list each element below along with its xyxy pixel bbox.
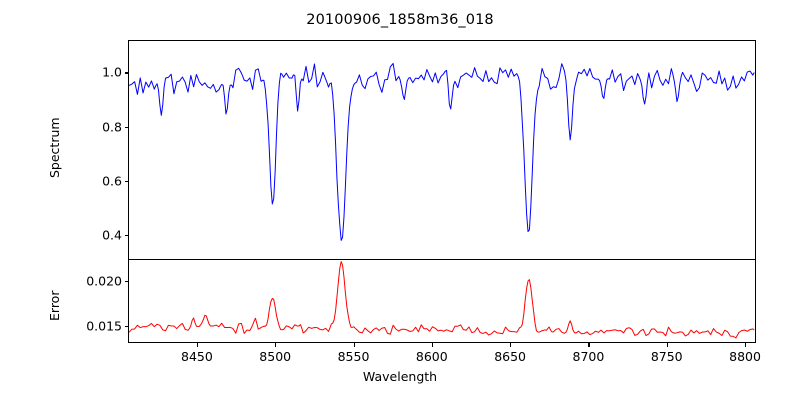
error-panel xyxy=(128,259,756,343)
spectrum-panel xyxy=(128,40,756,259)
error-plot-area xyxy=(129,260,755,342)
error-ytick-label: 0.020 xyxy=(86,273,122,289)
x-tick-mark xyxy=(745,343,747,347)
spectrum-plot-area xyxy=(129,41,755,259)
x-tick-mark xyxy=(275,343,277,347)
x-tick-mark xyxy=(510,343,512,347)
spectrum-ytick-mark xyxy=(124,126,128,128)
x-tick-mark xyxy=(588,343,590,347)
spectrum-ytick-mark xyxy=(124,234,128,236)
x-tick-label: 8600 xyxy=(415,349,448,364)
spectrum-ytick-label: 1.0 xyxy=(102,64,122,80)
error-ytick-mark xyxy=(124,281,128,283)
error-y-axis-label: Error xyxy=(47,290,62,321)
error-ytick-label: 0.015 xyxy=(86,318,122,334)
spectrum-ytick-label: 0.6 xyxy=(102,173,122,189)
x-tick-label: 8750 xyxy=(650,349,683,364)
error-ytick-mark xyxy=(124,326,128,328)
spectrum-y-axis-label: Spectrum xyxy=(47,117,62,178)
x-tick-mark xyxy=(353,343,355,347)
spectrum-ytick-mark xyxy=(124,180,128,182)
spectrum-ytick-label: 0.4 xyxy=(102,227,122,243)
spectrum-line xyxy=(129,63,754,240)
spectrum-ytick-mark xyxy=(124,72,128,74)
x-tick-label: 8650 xyxy=(494,349,527,364)
x-axis-label: Wavelength xyxy=(362,369,438,384)
x-tick-label: 8500 xyxy=(259,349,292,364)
x-tick-label: 8700 xyxy=(572,349,605,364)
x-tick-mark xyxy=(196,343,198,347)
x-tick-mark xyxy=(666,343,668,347)
x-tick-label: 8450 xyxy=(181,349,213,364)
x-tick-label: 8800 xyxy=(729,349,761,364)
x-tick-mark xyxy=(431,343,433,347)
spectrum-ytick-label: 0.8 xyxy=(102,119,122,135)
x-tick-label: 8550 xyxy=(337,349,370,364)
figure-title: 20100906_1858m36_018 xyxy=(306,12,494,28)
error-line xyxy=(129,262,754,338)
